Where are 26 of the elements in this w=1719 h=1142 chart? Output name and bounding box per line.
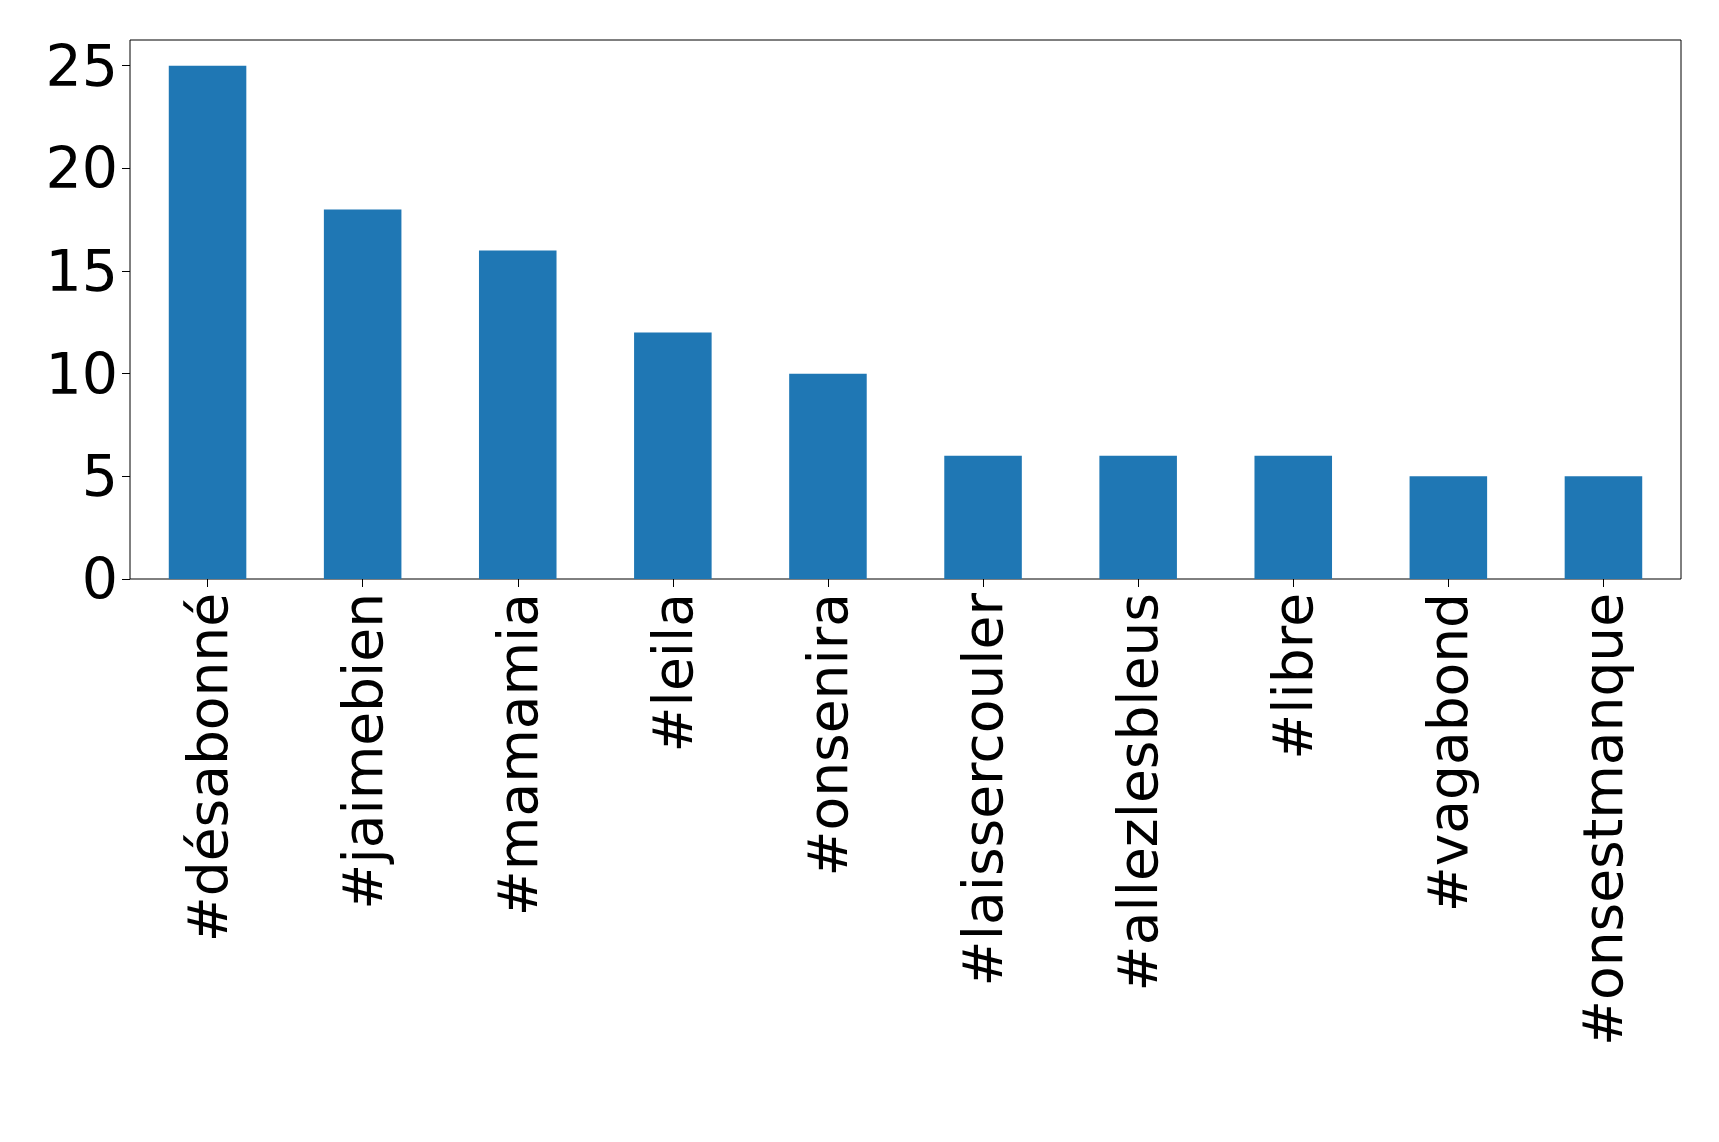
bar — [1099, 455, 1177, 579]
x-tick-label: #jaimebien — [330, 593, 395, 910]
bar — [1564, 476, 1643, 579]
x-tick-label: #libre — [1261, 593, 1326, 760]
bar — [168, 65, 247, 579]
bar — [634, 332, 712, 579]
y-tick-label: 25 — [45, 32, 118, 99]
bar — [478, 250, 557, 579]
y-tick-label: 5 — [81, 443, 118, 510]
x-tick-label: #vagabond — [1416, 593, 1481, 913]
x-tick-label: #allezlesbleus — [1106, 593, 1171, 992]
bar — [944, 455, 1022, 579]
x-tick-label: #leila — [640, 593, 705, 753]
bar — [1254, 455, 1333, 579]
y-tick-label: 15 — [45, 238, 118, 304]
y-tick-label: 0 — [81, 546, 118, 612]
y-tick-label: 20 — [45, 135, 118, 202]
x-tick-label: #onsenira — [795, 593, 860, 877]
y-tick-label: 10 — [45, 340, 118, 407]
bar — [789, 373, 867, 579]
x-tick-label: #mamamia — [485, 593, 550, 917]
x-tick-label: #désabonné — [175, 593, 240, 943]
x-tick-label: #laissercouler — [951, 592, 1016, 987]
bar — [323, 209, 402, 579]
x-tick-label: #onsestmanque — [1571, 593, 1636, 1047]
bar — [1409, 476, 1488, 579]
